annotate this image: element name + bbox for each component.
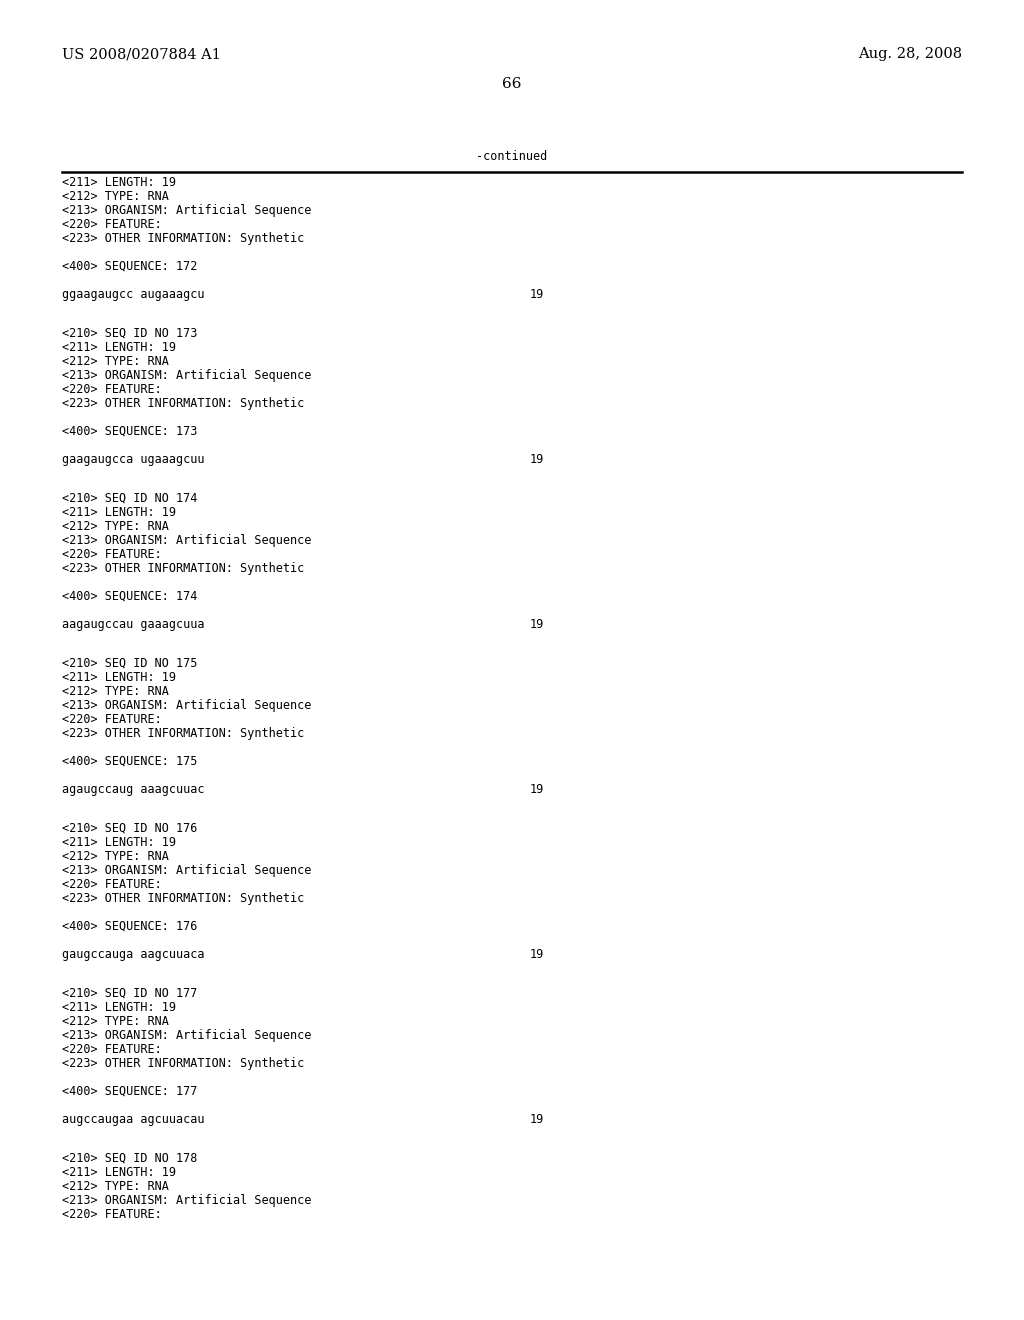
Text: 19: 19 xyxy=(530,783,544,796)
Text: augccaugaa agcuuacau: augccaugaa agcuuacau xyxy=(62,1113,205,1126)
Text: <213> ORGANISM: Artificial Sequence: <213> ORGANISM: Artificial Sequence xyxy=(62,700,311,711)
Text: <211> LENGTH: 19: <211> LENGTH: 19 xyxy=(62,836,176,849)
Text: <210> SEQ ID NO 176: <210> SEQ ID NO 176 xyxy=(62,822,198,836)
Text: <213> ORGANISM: Artificial Sequence: <213> ORGANISM: Artificial Sequence xyxy=(62,1195,311,1206)
Text: <211> LENGTH: 19: <211> LENGTH: 19 xyxy=(62,1001,176,1014)
Text: <223> OTHER INFORMATION: Synthetic: <223> OTHER INFORMATION: Synthetic xyxy=(62,232,304,246)
Text: <220> FEATURE:: <220> FEATURE: xyxy=(62,713,162,726)
Text: <213> ORGANISM: Artificial Sequence: <213> ORGANISM: Artificial Sequence xyxy=(62,205,311,216)
Text: <212> TYPE: RNA: <212> TYPE: RNA xyxy=(62,190,169,203)
Text: 19: 19 xyxy=(530,453,544,466)
Text: <223> OTHER INFORMATION: Synthetic: <223> OTHER INFORMATION: Synthetic xyxy=(62,727,304,741)
Text: <223> OTHER INFORMATION: Synthetic: <223> OTHER INFORMATION: Synthetic xyxy=(62,892,304,906)
Text: <211> LENGTH: 19: <211> LENGTH: 19 xyxy=(62,176,176,189)
Text: <213> ORGANISM: Artificial Sequence: <213> ORGANISM: Artificial Sequence xyxy=(62,1030,311,1041)
Text: <211> LENGTH: 19: <211> LENGTH: 19 xyxy=(62,341,176,354)
Text: <210> SEQ ID NO 173: <210> SEQ ID NO 173 xyxy=(62,327,198,341)
Text: 19: 19 xyxy=(530,948,544,961)
Text: US 2008/0207884 A1: US 2008/0207884 A1 xyxy=(62,48,221,61)
Text: <212> TYPE: RNA: <212> TYPE: RNA xyxy=(62,1180,169,1193)
Text: <213> ORGANISM: Artificial Sequence: <213> ORGANISM: Artificial Sequence xyxy=(62,535,311,546)
Text: 19: 19 xyxy=(530,288,544,301)
Text: <213> ORGANISM: Artificial Sequence: <213> ORGANISM: Artificial Sequence xyxy=(62,865,311,876)
Text: <400> SEQUENCE: 174: <400> SEQUENCE: 174 xyxy=(62,590,198,603)
Text: <220> FEATURE:: <220> FEATURE: xyxy=(62,1208,162,1221)
Text: 19: 19 xyxy=(530,618,544,631)
Text: <211> LENGTH: 19: <211> LENGTH: 19 xyxy=(62,506,176,519)
Text: agaugccaug aaagcuuac: agaugccaug aaagcuuac xyxy=(62,783,205,796)
Text: <211> LENGTH: 19: <211> LENGTH: 19 xyxy=(62,671,176,684)
Text: 19: 19 xyxy=(530,1113,544,1126)
Text: <212> TYPE: RNA: <212> TYPE: RNA xyxy=(62,685,169,698)
Text: -continued: -continued xyxy=(476,150,548,162)
Text: <212> TYPE: RNA: <212> TYPE: RNA xyxy=(62,520,169,533)
Text: aagaugccau gaaagcuua: aagaugccau gaaagcuua xyxy=(62,618,205,631)
Text: 66: 66 xyxy=(502,77,522,91)
Text: <212> TYPE: RNA: <212> TYPE: RNA xyxy=(62,850,169,863)
Text: <212> TYPE: RNA: <212> TYPE: RNA xyxy=(62,1015,169,1028)
Text: <223> OTHER INFORMATION: Synthetic: <223> OTHER INFORMATION: Synthetic xyxy=(62,562,304,576)
Text: Aug. 28, 2008: Aug. 28, 2008 xyxy=(858,48,962,61)
Text: <210> SEQ ID NO 177: <210> SEQ ID NO 177 xyxy=(62,987,198,1001)
Text: gaagaugcca ugaaagcuu: gaagaugcca ugaaagcuu xyxy=(62,453,205,466)
Text: <400> SEQUENCE: 172: <400> SEQUENCE: 172 xyxy=(62,260,198,273)
Text: <210> SEQ ID NO 174: <210> SEQ ID NO 174 xyxy=(62,492,198,506)
Text: <212> TYPE: RNA: <212> TYPE: RNA xyxy=(62,355,169,368)
Text: <400> SEQUENCE: 176: <400> SEQUENCE: 176 xyxy=(62,920,198,933)
Text: <220> FEATURE:: <220> FEATURE: xyxy=(62,548,162,561)
Text: <211> LENGTH: 19: <211> LENGTH: 19 xyxy=(62,1166,176,1179)
Text: <220> FEATURE:: <220> FEATURE: xyxy=(62,1043,162,1056)
Text: <223> OTHER INFORMATION: Synthetic: <223> OTHER INFORMATION: Synthetic xyxy=(62,1057,304,1071)
Text: gaugccauga aagcuuaca: gaugccauga aagcuuaca xyxy=(62,948,205,961)
Text: <220> FEATURE:: <220> FEATURE: xyxy=(62,383,162,396)
Text: <210> SEQ ID NO 178: <210> SEQ ID NO 178 xyxy=(62,1152,198,1166)
Text: <223> OTHER INFORMATION: Synthetic: <223> OTHER INFORMATION: Synthetic xyxy=(62,397,304,411)
Text: <400> SEQUENCE: 173: <400> SEQUENCE: 173 xyxy=(62,425,198,438)
Text: <220> FEATURE:: <220> FEATURE: xyxy=(62,218,162,231)
Text: <400> SEQUENCE: 177: <400> SEQUENCE: 177 xyxy=(62,1085,198,1098)
Text: <213> ORGANISM: Artificial Sequence: <213> ORGANISM: Artificial Sequence xyxy=(62,370,311,381)
Text: <220> FEATURE:: <220> FEATURE: xyxy=(62,878,162,891)
Text: ggaagaugcc augaaagcu: ggaagaugcc augaaagcu xyxy=(62,288,205,301)
Text: <400> SEQUENCE: 175: <400> SEQUENCE: 175 xyxy=(62,755,198,768)
Text: <210> SEQ ID NO 175: <210> SEQ ID NO 175 xyxy=(62,657,198,671)
